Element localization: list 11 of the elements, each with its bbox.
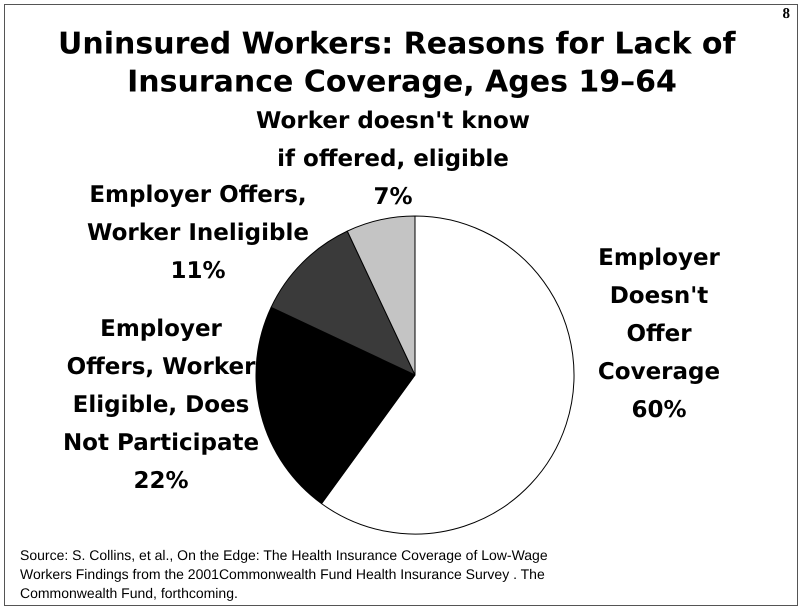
slice-label: Employer Offers, Worker Eligible, Does Not Participate — [62, 316, 260, 456]
chart-title: Uninsured Workers: Reasons for Lack of Insurance Coverage, Ages 19–64 — [58, 26, 746, 100]
data-label: 7% — [373, 184, 413, 210]
source-note: Source: S. Collins, et al., On the Edge: The Health Insurance Coverage of Low-Wage Workers Findings from the 2001Commonwealth Fund Health Insurance Survey . The Commonwealth Fund, forthcoming. — [20, 546, 549, 603]
data-label: 22% — [133, 468, 189, 494]
text: 8 — [782, 6, 790, 23]
slice-label: Employer Offers, Worker Ineligible — [87, 182, 309, 246]
data-label: 60% — [631, 397, 687, 423]
data-label: 11% — [170, 258, 226, 284]
slice-label: Worker doesn't know if offered, eligible — [256, 108, 530, 172]
slice-label: Employer Doesn't Offer Coverage — [598, 245, 721, 385]
